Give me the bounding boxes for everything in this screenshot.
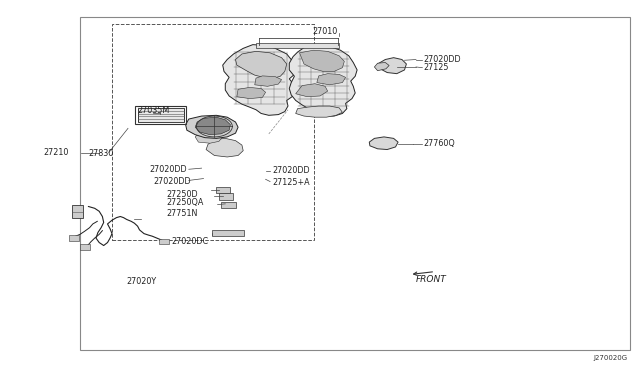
Bar [212,230,244,236]
Bar [221,202,236,208]
Text: 27020DD: 27020DD [150,165,188,174]
Text: 27751N: 27751N [166,209,198,218]
Text: 27020Y: 27020Y [126,277,156,286]
Bar [80,244,90,250]
Bar [219,193,233,200]
Bar [216,187,230,193]
Text: 27830: 27830 [88,149,113,158]
Bar [80,17,630,350]
Text: FRONT: FRONT [416,275,447,283]
Bar [256,43,339,48]
Text: 27125: 27125 [424,63,449,72]
Polygon shape [296,84,328,97]
Text: 27125+A: 27125+A [272,178,310,187]
Polygon shape [317,74,346,85]
Text: 27010: 27010 [312,27,338,36]
Text: 27020DC: 27020DC [172,237,209,246]
Text: 27020DD: 27020DD [272,166,310,175]
Text: 27020DD: 27020DD [424,55,461,64]
Polygon shape [296,106,342,117]
Polygon shape [195,130,223,143]
Polygon shape [374,62,389,71]
Text: 27250D: 27250D [166,190,198,199]
Bar [138,108,184,122]
Polygon shape [237,87,266,99]
Polygon shape [223,45,296,115]
Polygon shape [72,205,83,218]
Bar [135,106,186,124]
Bar [112,24,314,240]
Polygon shape [195,117,230,135]
Text: 27035M: 27035M [138,106,170,115]
Polygon shape [369,137,398,150]
Text: 27250QA: 27250QA [166,198,204,207]
Text: 27210: 27210 [44,148,69,157]
Polygon shape [300,50,344,71]
Polygon shape [206,138,243,157]
Polygon shape [236,51,287,78]
Polygon shape [255,76,282,86]
Text: 27760Q: 27760Q [424,139,456,148]
Text: 27020DD: 27020DD [154,177,191,186]
Polygon shape [378,58,406,74]
Polygon shape [289,45,357,116]
Text: J270020G: J270020G [593,355,627,361]
Bar [69,235,79,241]
Bar [159,239,169,244]
Polygon shape [186,115,238,138]
